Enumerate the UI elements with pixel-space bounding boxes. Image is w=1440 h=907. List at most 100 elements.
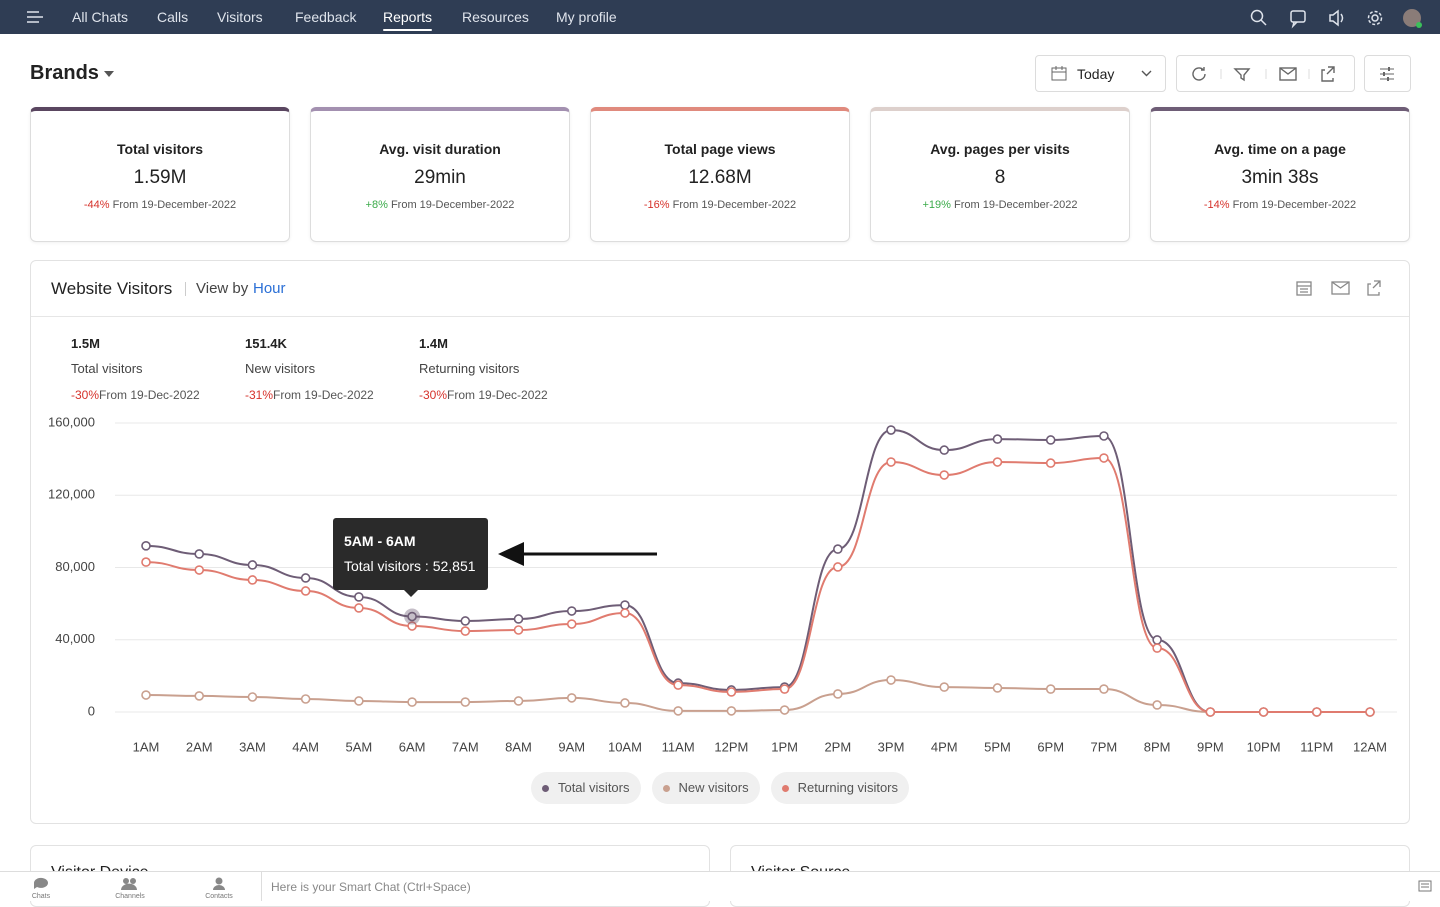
nav-item[interactable]: Calls xyxy=(157,9,189,25)
nav-icons xyxy=(1250,9,1422,29)
smart-chat-input[interactable]: Here is your Smart Chat (Ctrl+Space) xyxy=(271,880,471,894)
summary-change: -30%From 19-Dec-2022 xyxy=(71,388,200,402)
stat-card: Avg. visit duration 29min +8% From 19-Dece… xyxy=(310,107,570,242)
legend-item[interactable]: Returning visitors xyxy=(770,772,910,804)
change-from: From 19-December-2022 xyxy=(112,199,237,211)
x-tick-label: 9AM xyxy=(558,739,585,754)
legend-swatch xyxy=(662,784,670,792)
data-point xyxy=(194,691,205,701)
summary-change: -30%From 19-Dec-2022 xyxy=(419,388,548,402)
data-point xyxy=(833,689,843,699)
page-title[interactable]: Brands xyxy=(30,62,115,85)
legend-item[interactable]: New visitors xyxy=(651,772,760,804)
hover-halo xyxy=(404,608,421,625)
card-value: 29min xyxy=(414,167,466,188)
x-tick-label: 11AM xyxy=(662,739,695,754)
chevron-icon xyxy=(1141,70,1152,77)
x-tick-label: 12PM xyxy=(714,739,748,754)
change-percent: -31% xyxy=(245,388,274,402)
nav-item[interactable]: Visitors xyxy=(217,9,263,25)
data-point xyxy=(833,544,843,554)
summary-label: Returning visitors xyxy=(419,361,520,376)
refresh-icon[interactable] xyxy=(1192,67,1206,81)
card-change: -16% From 19-December-2022 xyxy=(591,199,849,211)
stat-card: Total visitors 1.59M -44% From 19-December… xyxy=(30,107,290,242)
mail-icon[interactable] xyxy=(1331,281,1350,295)
nav-item[interactable]: My profile xyxy=(556,9,617,25)
data-point xyxy=(513,696,524,706)
divider xyxy=(31,316,1409,317)
stat-card: Total page views 12.68M -16% From 19-Decem… xyxy=(590,107,850,242)
data-point xyxy=(460,626,471,636)
dropdown-caret xyxy=(104,70,115,77)
footer-tab[interactable]: Chats xyxy=(31,893,51,900)
summary-value: 1.5M xyxy=(71,336,100,351)
tooltip: 5AM - 6AM Total visitors : 52,851 xyxy=(333,518,488,597)
card-change: -44% From 19-December-2022 xyxy=(31,199,289,211)
data-point xyxy=(566,693,577,703)
data-point xyxy=(1099,684,1109,694)
settings-icon[interactable] xyxy=(1367,10,1383,26)
legend-label: Returning visitors xyxy=(797,780,899,795)
data-point xyxy=(886,457,896,467)
export-icon[interactable] xyxy=(1367,280,1381,296)
x-tick-label: 10PM xyxy=(1247,739,1281,754)
mail-icon[interactable] xyxy=(1279,67,1297,81)
footer-menu-icon[interactable] xyxy=(1418,879,1432,893)
data-point xyxy=(300,694,311,704)
menu-icon[interactable] xyxy=(26,10,44,24)
footer-bar: Chats Channels Contacts Here is your Sma… xyxy=(0,871,1440,901)
chat-icon[interactable] xyxy=(1290,10,1306,29)
nav-item[interactable]: Feedback xyxy=(295,9,357,25)
data-point xyxy=(141,557,151,567)
data-point xyxy=(673,706,683,716)
separator xyxy=(261,872,262,901)
legend: Total visitors New visitors Returning visi… xyxy=(0,772,1440,804)
legend-label: New visitors xyxy=(678,780,749,795)
change-from: From 19-Dec-2022 xyxy=(273,388,374,402)
separator xyxy=(185,282,186,296)
date-filter[interactable]: Today xyxy=(1035,55,1166,92)
table-icon[interactable] xyxy=(1296,281,1312,296)
nav-item[interactable]: Resources xyxy=(462,9,529,25)
data-point xyxy=(407,621,417,631)
panel-icons xyxy=(1296,280,1381,296)
sound-icon[interactable] xyxy=(1329,9,1344,27)
summary-change: -31%From 19-Dec-2022 xyxy=(245,388,374,402)
tooltip-title: 5AM - 6AM xyxy=(344,533,416,549)
footer-tab[interactable]: Channels xyxy=(115,893,145,900)
page-title-text: Brands xyxy=(30,62,99,84)
x-tick-label: 7PM xyxy=(1091,739,1118,754)
data-point xyxy=(354,592,364,602)
data-point xyxy=(779,684,790,694)
nav-item[interactable]: Reports xyxy=(383,9,433,31)
summary-item: 1.5M Total visitors -30%From 19-Dec-2022 xyxy=(71,336,200,402)
avatar[interactable] xyxy=(1403,9,1421,27)
stat-card: Avg. pages per visits 8 +19% From 19-Decem… xyxy=(870,107,1130,242)
card-title: Total visitors xyxy=(116,141,204,157)
card-change: -14% From 19-December-2022 xyxy=(1151,199,1409,211)
data-point xyxy=(1205,707,1216,717)
data-point xyxy=(460,697,471,707)
data-point xyxy=(1258,707,1269,717)
annotation-arrow xyxy=(498,542,657,566)
y-tick-label: 80,000 xyxy=(55,559,95,574)
x-tick-label: 4AM xyxy=(292,739,319,754)
data-point xyxy=(1045,435,1056,445)
footer-tab[interactable]: Contacts xyxy=(205,893,233,900)
toolbar-icons xyxy=(1192,66,1335,82)
view-by-value[interactable]: Hour xyxy=(253,280,286,297)
data-point xyxy=(620,698,630,708)
data-point xyxy=(460,616,471,626)
nav-item[interactable]: All Chats xyxy=(72,9,129,25)
customize-button[interactable] xyxy=(1364,55,1411,92)
change-from: From 19-December-2022 xyxy=(672,199,797,211)
data-point xyxy=(194,549,205,559)
data-point xyxy=(194,565,205,575)
export-icon[interactable] xyxy=(1321,66,1335,82)
filter-icon[interactable] xyxy=(1233,68,1251,82)
data-point xyxy=(247,575,258,585)
search-icon[interactable] xyxy=(1250,9,1267,26)
legend-item[interactable]: Total visitors xyxy=(530,772,641,804)
data-point xyxy=(886,425,896,435)
